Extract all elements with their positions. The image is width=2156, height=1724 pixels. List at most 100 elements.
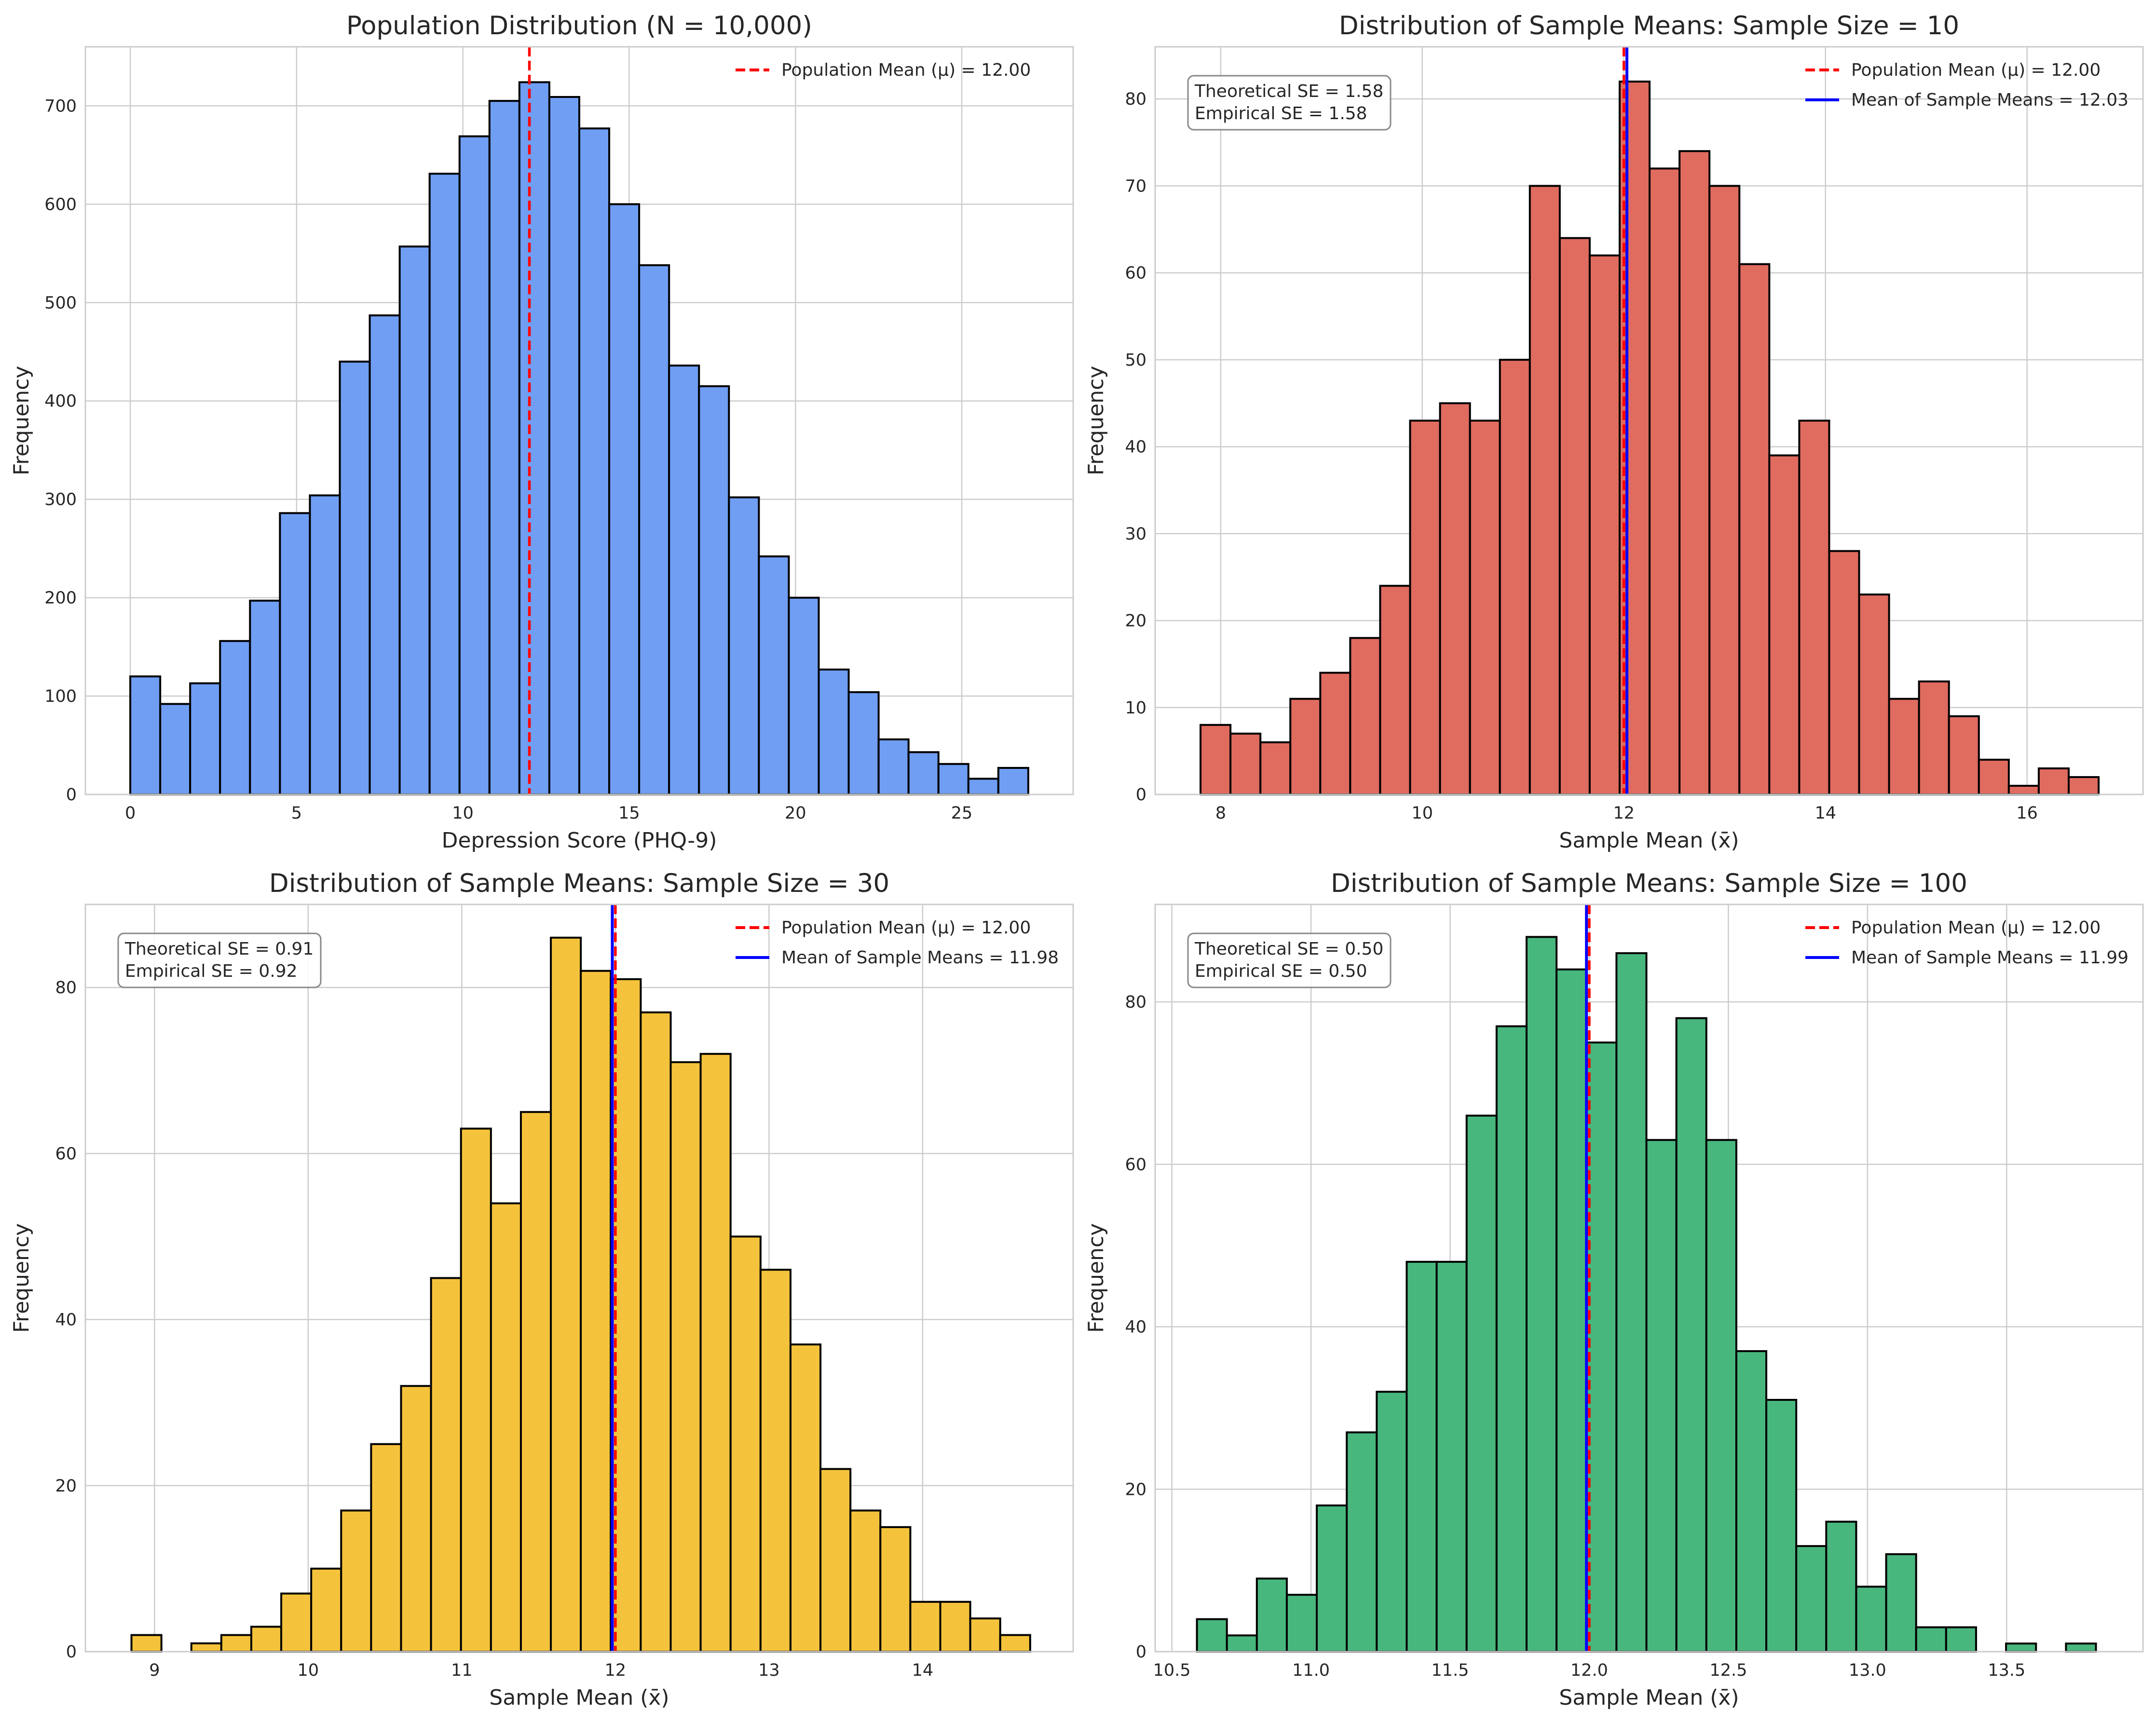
chart-title: Distribution of Sample Means: Sample Siz… bbox=[1339, 11, 1959, 41]
legend-label: Population Mean (μ) = 12.00 bbox=[1851, 918, 2101, 938]
legend-label: Mean of Sample Means = 11.99 bbox=[1851, 948, 2129, 968]
histogram-bar bbox=[1615, 952, 1648, 1653]
legend-label: Population Mean (μ) = 12.00 bbox=[781, 918, 1031, 938]
se-annotation-box bbox=[117, 932, 322, 988]
y-tick-label: 70 bbox=[1125, 177, 1146, 196]
histogram-bar bbox=[1795, 1545, 1828, 1653]
histogram-bar bbox=[1349, 637, 1381, 796]
histogram-bar bbox=[1825, 1520, 1857, 1653]
histogram-bar bbox=[340, 1509, 372, 1653]
histogram-bar bbox=[1528, 185, 1561, 796]
x-tick-label: 8 bbox=[1215, 804, 1226, 823]
histogram-bar bbox=[1558, 237, 1591, 796]
histogram-bar bbox=[608, 203, 641, 795]
histogram-bar bbox=[1226, 1634, 1258, 1653]
histogram-bar bbox=[189, 682, 221, 795]
x-tick-label: 25 bbox=[951, 804, 973, 823]
histogram-bar bbox=[2007, 784, 2040, 795]
chart-title: Population Distribution (N = 10,000) bbox=[346, 11, 812, 41]
histogram-bar bbox=[578, 127, 611, 795]
histogram-bar bbox=[1229, 732, 1262, 795]
histogram-bar bbox=[640, 1011, 672, 1653]
y-tick-label: 200 bbox=[44, 588, 77, 608]
histogram-bar bbox=[370, 1443, 402, 1653]
x-tick-label: 0 bbox=[125, 804, 136, 823]
histogram-bar bbox=[1346, 1431, 1378, 1653]
histogram-bar bbox=[699, 1053, 732, 1653]
legend-label: Population Mean (μ) = 12.00 bbox=[1851, 60, 2101, 80]
histogram-bar bbox=[519, 1111, 552, 1653]
x-axis-label: Sample Mean (x̄) bbox=[1559, 1685, 1739, 1710]
y-tick-label: 80 bbox=[1125, 993, 1146, 1012]
plot-frame bbox=[1154, 46, 2144, 795]
x-axis-label: Sample Mean (x̄) bbox=[489, 1685, 669, 1710]
histogram-bar bbox=[939, 1601, 971, 1653]
se-annotation-text: Empirical SE = 0.92 bbox=[125, 961, 298, 981]
se-annotation-text: Theoretical SE = 0.91 bbox=[124, 939, 314, 959]
histogram-bar bbox=[668, 364, 700, 795]
y-tick-label: 80 bbox=[55, 978, 77, 998]
histogram-bar bbox=[1828, 550, 1860, 796]
histogram-bar bbox=[280, 1592, 313, 1653]
histogram-bar bbox=[1945, 1626, 1977, 1653]
histogram-bar bbox=[1978, 758, 2010, 796]
x-tick-label: 14 bbox=[912, 1661, 934, 1680]
histogram-bar bbox=[1525, 936, 1558, 1653]
y-tick-label: 0 bbox=[66, 785, 77, 805]
histogram-bar bbox=[879, 1526, 912, 1653]
se-annotation-text: Theoretical SE = 1.58 bbox=[1194, 82, 1383, 101]
y-tick-label: 600 bbox=[44, 195, 77, 214]
se-annotation-text: Empirical SE = 1.58 bbox=[1195, 104, 1367, 123]
histogram-bar bbox=[2067, 776, 2100, 796]
histogram-bar bbox=[1469, 420, 1501, 795]
histogram-bar bbox=[130, 1634, 163, 1653]
se-annotation-text: Theoretical SE = 0.50 bbox=[1194, 939, 1383, 959]
histogram-bar bbox=[1855, 1586, 1887, 1653]
x-tick-label: 12.5 bbox=[1709, 1661, 1747, 1680]
histogram-bar bbox=[1435, 1260, 1468, 1653]
histogram-bar bbox=[759, 1269, 791, 1653]
histogram-bar bbox=[279, 512, 311, 796]
y-tick-label: 0 bbox=[66, 1642, 77, 1662]
histogram-bar bbox=[1499, 358, 1531, 795]
plot-frame bbox=[1154, 903, 2144, 1653]
plot-frame bbox=[84, 903, 1074, 1653]
histogram-bar bbox=[1765, 1399, 1798, 1653]
histogram-bar bbox=[2037, 767, 2070, 795]
histogram-bar bbox=[1465, 1114, 1498, 1653]
histogram-bar bbox=[669, 1061, 702, 1653]
histogram-bar bbox=[758, 555, 790, 796]
histogram-bar bbox=[788, 597, 820, 795]
histogram-bar bbox=[428, 173, 461, 795]
y-axis-label: Frequency bbox=[9, 1223, 34, 1333]
y-tick-label: 20 bbox=[55, 1477, 77, 1496]
histogram-bar bbox=[997, 766, 1029, 795]
histogram-bar bbox=[999, 1634, 1031, 1653]
histogram-bar bbox=[249, 600, 281, 795]
histogram-bar bbox=[818, 668, 850, 795]
histogram-bar bbox=[129, 675, 162, 796]
histogram-bar bbox=[729, 1235, 762, 1653]
histogram-bar bbox=[1285, 1594, 1318, 1653]
histogram-bar bbox=[548, 96, 581, 795]
histogram-bar bbox=[430, 1277, 462, 1653]
histogram-bar bbox=[698, 385, 730, 795]
histogram-bar bbox=[219, 640, 251, 796]
x-tick-label: 12 bbox=[1613, 804, 1635, 823]
histogram-bar bbox=[2005, 1642, 2037, 1653]
se-annotation-box bbox=[1187, 932, 1392, 988]
histogram-bar bbox=[967, 778, 999, 795]
x-tick-label: 10 bbox=[298, 1661, 319, 1680]
histogram-bar bbox=[1259, 741, 1292, 796]
histogram-bar bbox=[1858, 593, 1890, 795]
histogram-bar bbox=[1316, 1504, 1348, 1653]
histogram-bar bbox=[398, 246, 431, 795]
histogram-bar bbox=[490, 1202, 522, 1653]
y-tick-label: 20 bbox=[1125, 1480, 1146, 1499]
chart-panel-4: 10.5 11.0 11.5 12.0 12.5 13.0 13.5 0 20 40 60 80 Sam… bbox=[1084, 869, 2144, 1710]
y-tick-label: 300 bbox=[44, 490, 77, 509]
y-tick-label: 60 bbox=[1125, 264, 1146, 283]
histogram-bar bbox=[550, 936, 582, 1653]
histogram-bar bbox=[1888, 698, 1920, 795]
